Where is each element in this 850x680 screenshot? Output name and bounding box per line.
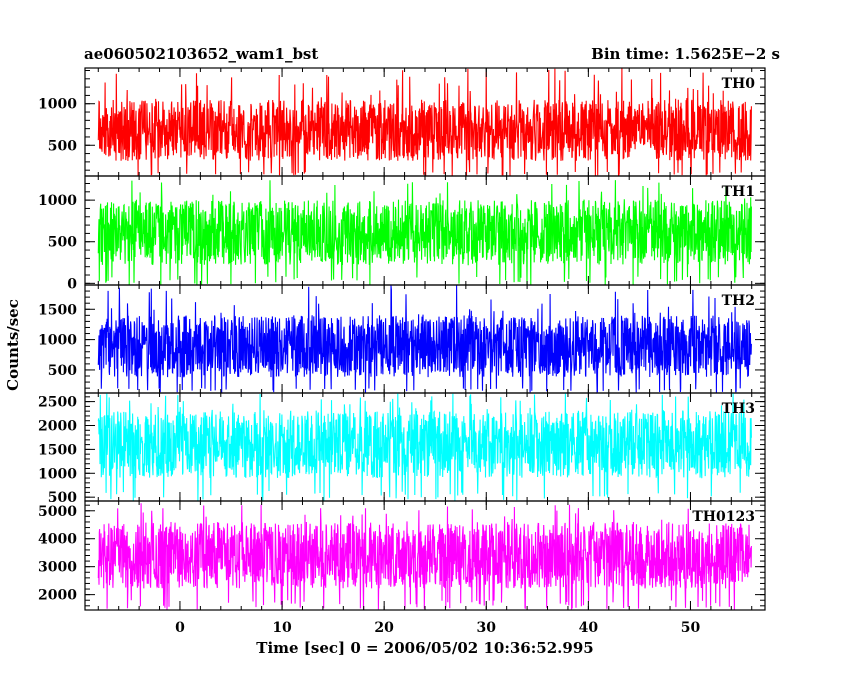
y-tick-label: 500 xyxy=(48,363,77,379)
series-th0-line xyxy=(97,68,752,177)
y-tick-label: 5000 xyxy=(38,504,77,520)
y-tick-label: 1000 xyxy=(38,97,77,113)
y-tick-label: 500 xyxy=(48,490,77,506)
y-axis-label: Counts/sec xyxy=(4,299,22,391)
x-tick-label: 0 xyxy=(175,620,185,636)
y-tick-label: 1000 xyxy=(38,466,77,482)
panel-label-th0: TH0 xyxy=(722,76,756,92)
series-th0123-line xyxy=(97,503,752,610)
y-tick-label: 2500 xyxy=(38,395,77,411)
y-tick-label: 500 xyxy=(48,235,77,251)
y-tick-label: 3000 xyxy=(38,560,77,576)
y-tick-label: 2000 xyxy=(38,418,77,434)
series-th3-line xyxy=(97,393,752,501)
series-th1-line xyxy=(97,180,752,285)
panel-label-th2: TH2 xyxy=(722,293,755,309)
x-tick-label: 30 xyxy=(477,620,497,636)
bin-time-label: Bin time: 1.5625E−2 s xyxy=(591,45,780,63)
panel-label-th0123: TH0123 xyxy=(692,509,755,525)
y-tick-label: 1000 xyxy=(38,333,77,349)
x-tick-label: 20 xyxy=(374,620,394,636)
x-tick-label: 50 xyxy=(681,620,701,636)
y-tick-label: 500 xyxy=(48,138,77,154)
chart-title: ae060502103652_wam1_bst xyxy=(84,45,319,63)
y-tick-label: 4000 xyxy=(38,532,77,548)
y-tick-label: 1000 xyxy=(38,193,77,209)
y-tick-label: 0 xyxy=(67,276,77,292)
y-tick-label: 1500 xyxy=(38,302,77,318)
x-tick-label: 40 xyxy=(579,620,599,636)
panel-label-th3: TH3 xyxy=(722,401,755,417)
x-axis-label: Time [sec] 0 = 2006/05/02 10:36:52.995 xyxy=(256,639,594,657)
x-tick-label: 10 xyxy=(272,620,292,636)
series-th2-line xyxy=(97,285,752,395)
y-tick-label: 1500 xyxy=(38,442,77,458)
y-tick-label: 2000 xyxy=(38,588,77,604)
panel-label-th1: TH1 xyxy=(722,184,755,200)
